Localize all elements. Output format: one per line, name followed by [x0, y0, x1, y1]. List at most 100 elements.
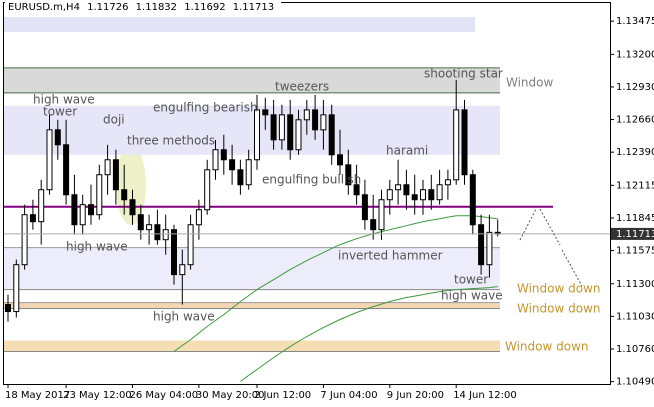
- symbol: EURUSD.m,H4: [8, 2, 80, 13]
- candle-body: [171, 229, 177, 276]
- x-tick-label: 7 Jun 04:00: [320, 390, 377, 401]
- candle-body: [353, 184, 360, 196]
- candle-body: [312, 109, 319, 131]
- price-zone: [4, 17, 475, 32]
- candle-body: [13, 264, 20, 313]
- candle-body: [212, 149, 219, 171]
- y-tick-label: 1.11845: [616, 213, 654, 224]
- candle-body: [154, 224, 161, 241]
- price-zone: [4, 302, 500, 309]
- doji-highlight: [116, 145, 146, 225]
- price-zone: [4, 67, 500, 93]
- candle-body: [395, 184, 402, 191]
- candle-body: [461, 109, 468, 176]
- pattern-label: Window down: [517, 302, 601, 316]
- header: EURUSD.m,H4 1.11726 1.11832 1.11692 1.11…: [5, 2, 282, 13]
- x-tick-label: 14 Jun 12:00: [453, 390, 517, 401]
- pattern-label: Window down: [517, 282, 601, 296]
- candle-body: [220, 149, 227, 161]
- candle-body: [121, 189, 128, 201]
- current-price-box: [611, 227, 654, 240]
- pattern-label: high wave: [66, 240, 128, 254]
- low-value: 1.11692: [184, 2, 226, 13]
- open-value: 1.11726: [87, 2, 129, 13]
- candle-body: [378, 199, 385, 231]
- x-tick-label: 18 May 2017: [5, 390, 70, 401]
- candle-body: [386, 189, 393, 201]
- candle-body: [104, 159, 111, 176]
- candle-body: [96, 174, 103, 216]
- candle-body: [204, 169, 211, 211]
- candle-body: [79, 204, 86, 226]
- candle-body: [337, 154, 343, 166]
- price-zone: [4, 340, 500, 352]
- candle-body: [137, 214, 144, 231]
- candle-body: [112, 159, 119, 191]
- candle-body: [146, 224, 153, 231]
- x-tick-label: 26 May 04:00: [130, 390, 199, 401]
- y-tick-label: 1.13200: [616, 49, 654, 60]
- candle-body: [71, 194, 78, 226]
- y-tick-label: 1.11300: [616, 279, 654, 290]
- candle-body: [229, 159, 236, 171]
- pattern-label: tower: [454, 273, 488, 287]
- y-tick-label: 1.12930: [616, 82, 654, 93]
- candle-body: [361, 194, 368, 221]
- close-value: 1.11713: [232, 2, 275, 13]
- candle-body: [46, 129, 53, 191]
- arrow: [539, 208, 561, 246]
- candle-body: [436, 184, 443, 201]
- candle-body: [63, 144, 70, 196]
- pattern-label: doji: [103, 113, 125, 127]
- pattern-label: tower: [43, 105, 77, 119]
- candle-body: [444, 179, 451, 186]
- pattern-label: engulfing bullish: [262, 173, 361, 187]
- candle-body: [478, 224, 485, 266]
- pattern-label: engulfing bearish: [153, 101, 258, 115]
- candle-body: [129, 199, 136, 216]
- pattern-label: harami: [386, 144, 428, 158]
- candle-body: [245, 159, 252, 186]
- candle-body: [162, 229, 169, 241]
- candle-body: [254, 109, 260, 161]
- arrow: [519, 208, 537, 241]
- pattern-label: three methods: [127, 134, 215, 148]
- candle-body: [195, 209, 202, 226]
- candle-body: [88, 204, 94, 216]
- pattern-label: Window down: [505, 340, 589, 354]
- y-tick-label: 1.13475: [616, 16, 654, 27]
- pattern-label: Window: [506, 76, 554, 90]
- candle-body: [29, 214, 36, 223]
- pattern-label: shooting star: [424, 67, 503, 81]
- arrow: [561, 249, 583, 287]
- candle-body: [38, 189, 45, 223]
- pattern-label: tweezers: [275, 80, 329, 94]
- candle-body: [420, 189, 426, 201]
- candle-body: [328, 114, 335, 156]
- candle-body: [270, 114, 277, 141]
- pattern-label: inverted hammer: [338, 249, 443, 263]
- y-tick-label: 1.12660: [616, 115, 654, 126]
- candle-body: [320, 114, 327, 131]
- candle-body: [469, 174, 476, 226]
- pattern-label: high wave: [441, 289, 503, 303]
- candle-body: [486, 231, 493, 266]
- y-tick-label: 1.12115: [616, 180, 654, 191]
- candle-body: [370, 219, 377, 231]
- candle-body: [278, 114, 285, 141]
- pattern-label: high wave: [153, 310, 215, 324]
- high-value: 1.11832: [135, 2, 178, 13]
- candle-body: [54, 129, 61, 146]
- candle-body: [411, 194, 418, 201]
- candle-body: [403, 184, 410, 196]
- candle-body: [237, 169, 244, 186]
- pattern-label: high wave: [33, 93, 95, 107]
- y-tick-label: 1.12390: [616, 147, 654, 158]
- x-tick-label: 9 Jun 20:00: [387, 390, 444, 401]
- candle-body: [287, 114, 294, 151]
- x-tick-label: 23 May 12:00: [63, 390, 132, 401]
- plot-frame: [3, 2, 611, 385]
- moving-average: [240, 286, 498, 382]
- candle-body: [262, 109, 269, 116]
